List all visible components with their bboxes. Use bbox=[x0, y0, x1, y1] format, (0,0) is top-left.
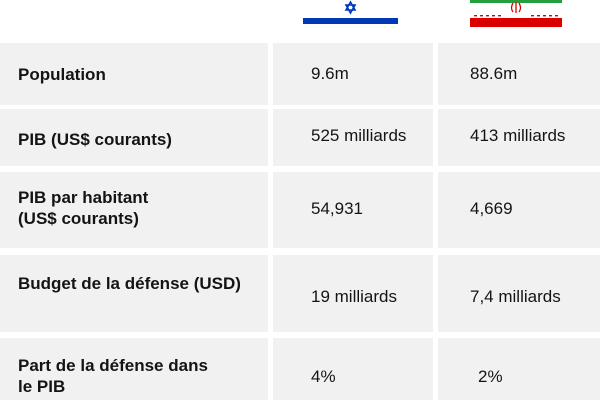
table-row: PIB (US$ courants) 525 milliards 413 mil… bbox=[0, 109, 600, 166]
label-cell bbox=[0, 338, 268, 400]
iran-value-cell bbox=[438, 172, 600, 248]
iran-value-cell bbox=[438, 255, 600, 332]
row-label: PIB (US$ courants) bbox=[18, 129, 172, 150]
iran-value-cell bbox=[438, 109, 600, 166]
israel-value-cell bbox=[273, 109, 433, 166]
table-row: Part de la défense dans le PIB 4% 2% bbox=[0, 338, 600, 400]
iran-value-cell bbox=[438, 43, 600, 105]
iran-value-cell bbox=[438, 338, 600, 400]
israel-value-cell bbox=[273, 43, 433, 105]
israel-value: 4% bbox=[311, 367, 336, 386]
row-label-line: PIB par habitant bbox=[18, 188, 149, 207]
label-cell bbox=[0, 109, 268, 166]
row-label-line: (US$ courants) bbox=[18, 209, 139, 228]
iran-value: 2% bbox=[478, 367, 503, 386]
israel-value-cell bbox=[273, 338, 433, 400]
israel-value-cell bbox=[273, 255, 433, 332]
row-label-line: Part de la défense dans bbox=[18, 356, 208, 375]
table-row: Budget de la défense (USD) 19 milliards … bbox=[0, 255, 600, 332]
israel-value: 19 milliards bbox=[311, 287, 397, 306]
table-row: PIB par habitant (US$ courants) 54,931 4… bbox=[0, 172, 600, 248]
row-label: Population bbox=[18, 64, 106, 85]
label-cell bbox=[0, 255, 268, 332]
iran-value: 4,669 bbox=[470, 199, 513, 218]
iran-value: 88.6m bbox=[470, 64, 518, 83]
iran-value: 413 milliards bbox=[470, 126, 566, 145]
row-label-line: le PIB bbox=[18, 377, 66, 396]
israel-value: 54,931 bbox=[311, 199, 363, 218]
row-label-line: Population bbox=[18, 65, 106, 84]
iran-value: 7,4 milliards bbox=[470, 287, 561, 306]
table-row: Population 9.6m 88.6m bbox=[0, 43, 600, 105]
israel-value-cell bbox=[273, 172, 433, 248]
iran-flag-icon bbox=[470, 0, 562, 27]
row-label-line: Budget de la défense (USD) bbox=[18, 274, 241, 293]
israel-flag-icon bbox=[303, 0, 398, 27]
label-cell bbox=[0, 172, 268, 248]
israel-value: 525 milliards bbox=[311, 126, 407, 145]
row-label: Part de la défense dans le PIB bbox=[18, 355, 208, 397]
row-label: PIB par habitant (US$ courants) bbox=[18, 187, 148, 229]
israel-value: 9.6m bbox=[311, 64, 349, 83]
row-label-line: PIB (US$ courants) bbox=[18, 130, 172, 149]
row-label: Budget de la défense (USD) bbox=[18, 273, 241, 294]
label-cell bbox=[0, 43, 268, 105]
